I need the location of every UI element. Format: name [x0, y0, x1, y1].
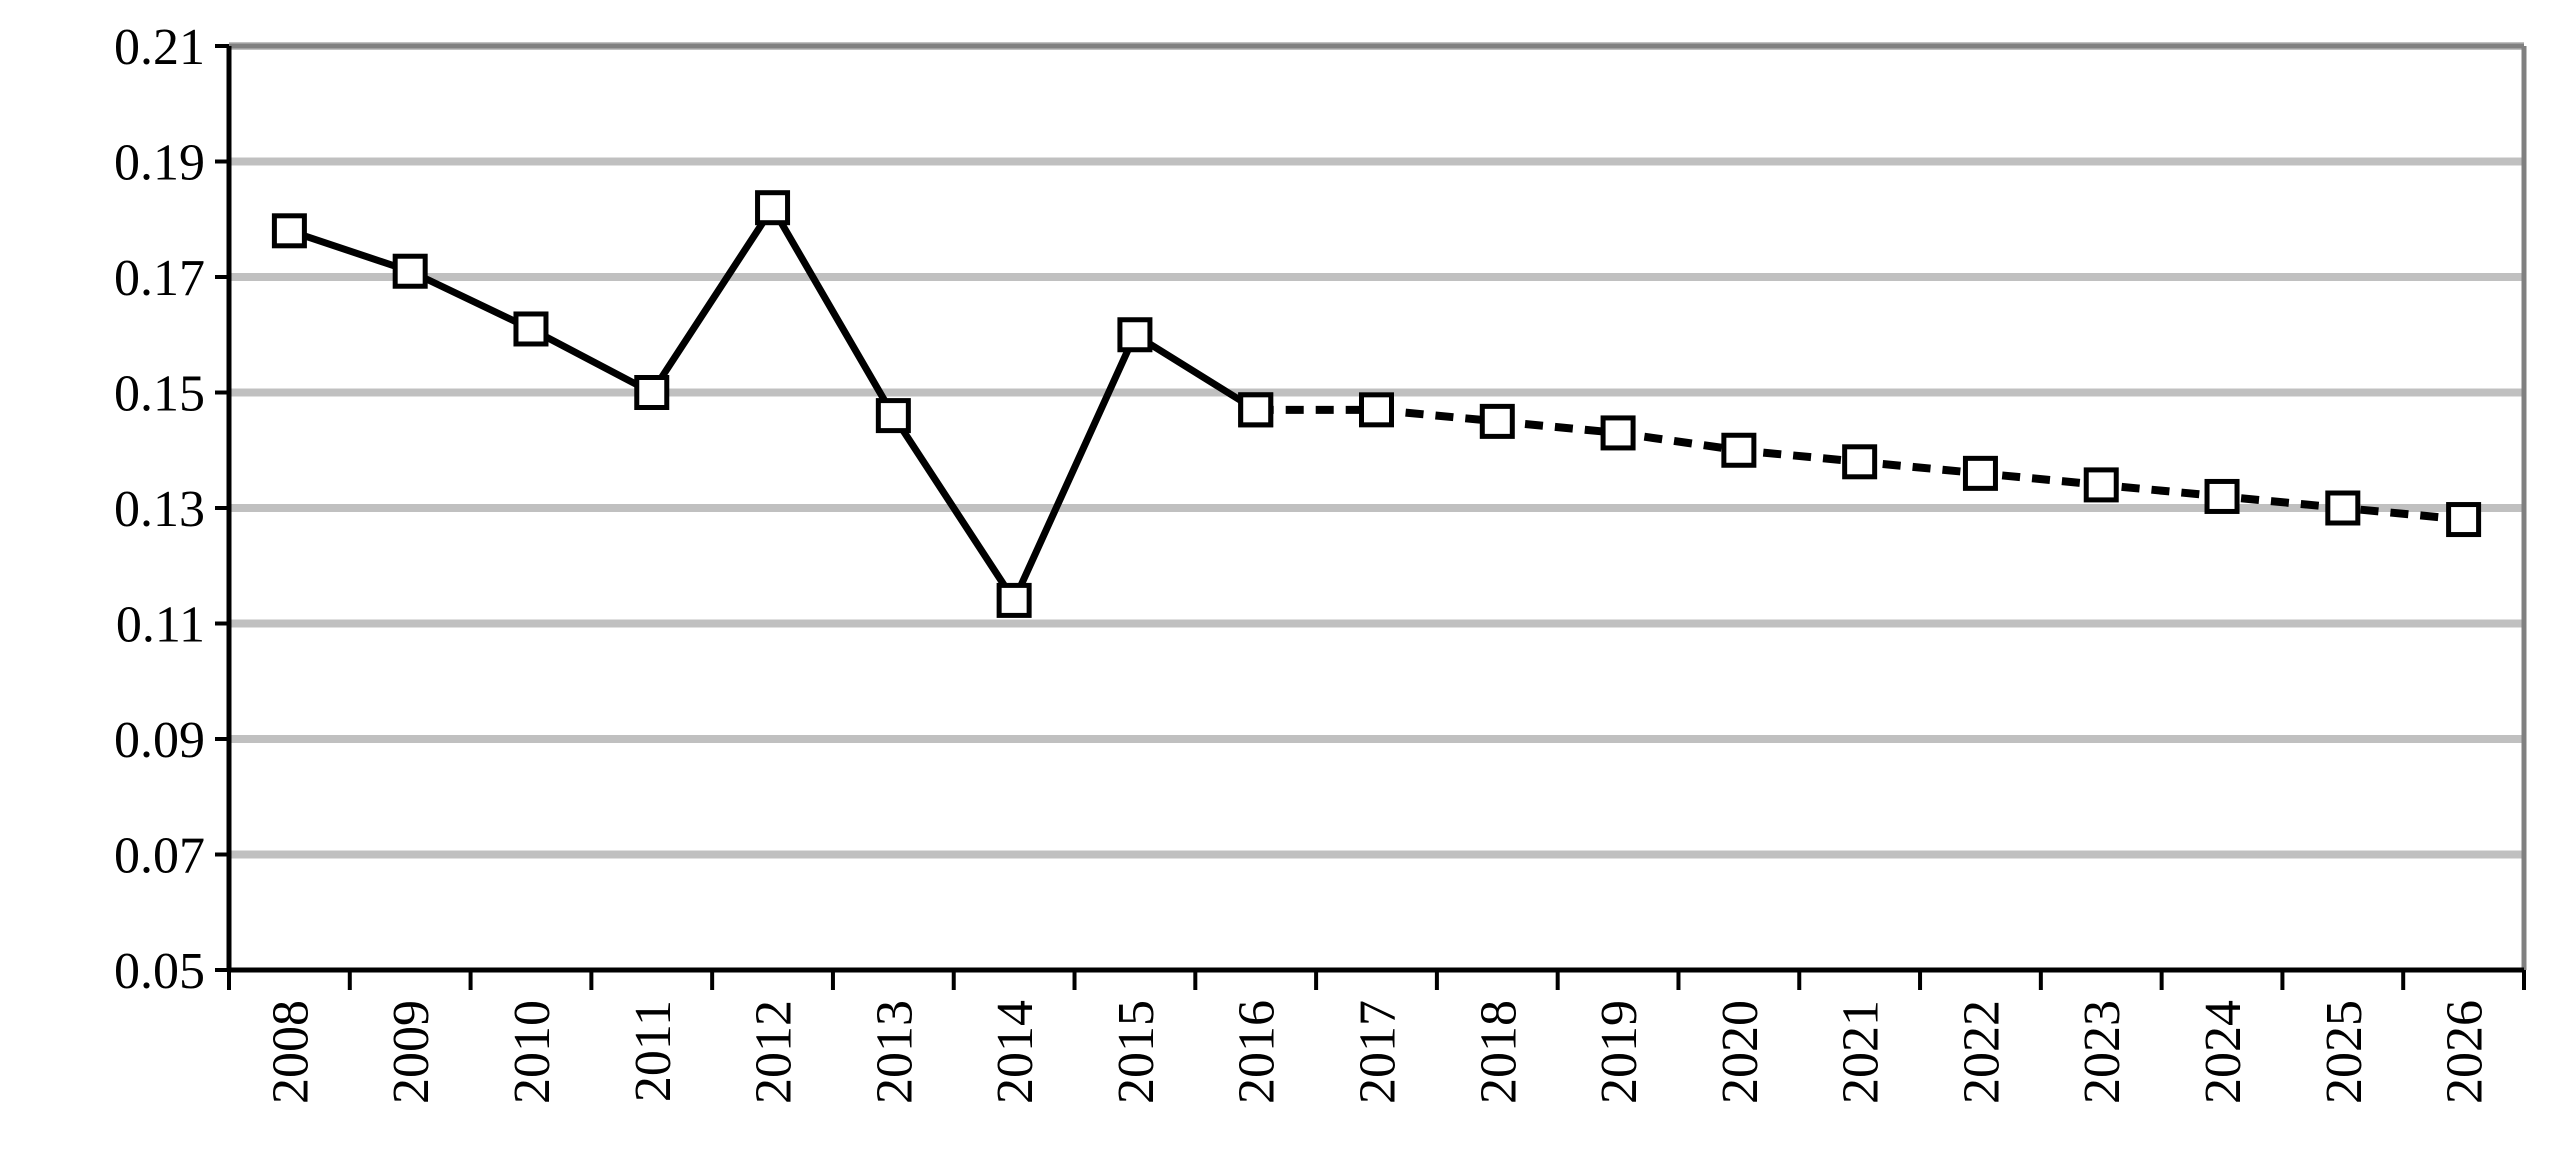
y-tick-label: 0.17 — [114, 250, 205, 307]
point-marker — [1721, 432, 1757, 468]
point-marker — [755, 190, 791, 226]
y-tick-label: 0.21 — [114, 19, 205, 76]
point-marker — [2204, 478, 2240, 514]
x-tick-label: 2020 — [1712, 1000, 1769, 1104]
x-tick-label: 2009 — [383, 1000, 440, 1104]
x-tick-label: 2021 — [1833, 1000, 1890, 1104]
point-marker — [1238, 392, 1274, 428]
point-marker — [2083, 467, 2119, 503]
y-tick-label: 0.09 — [114, 712, 205, 769]
y-tick-label: 0.05 — [114, 943, 205, 1000]
y-tick-label: 0.07 — [114, 828, 205, 885]
point-marker — [996, 582, 1032, 618]
y-tick-label: 0.11 — [116, 597, 205, 654]
point-marker — [1117, 317, 1153, 353]
x-tick-label: 2012 — [746, 1000, 803, 1104]
x-tick-label: 2013 — [866, 1000, 923, 1104]
point-marker — [513, 311, 549, 347]
x-tick-label: 2008 — [262, 1000, 319, 1104]
point-marker — [392, 253, 428, 289]
point-marker — [1479, 403, 1515, 439]
x-tick-label: 2010 — [504, 1000, 561, 1104]
point-marker — [271, 213, 307, 249]
point-marker — [1600, 415, 1636, 451]
point-marker — [2446, 502, 2482, 538]
x-tick-label: 2022 — [1953, 1000, 2010, 1104]
point-marker — [1842, 444, 1878, 480]
x-tick-label: 2024 — [2195, 1000, 2252, 1104]
line-series — [288, 204, 1258, 604]
x-tick-label: 2026 — [2437, 1000, 2494, 1104]
x-tick-label: 2019 — [1591, 1000, 1648, 1104]
x-tick-label: 2016 — [1229, 1000, 1286, 1104]
x-tick-label: 2025 — [2316, 1000, 2373, 1104]
x-tick-label: 2018 — [1470, 1000, 1527, 1104]
point-marker — [1359, 392, 1394, 428]
y-tick-label: 0.15 — [114, 366, 205, 423]
x-tick-label: 2015 — [1108, 1000, 1165, 1104]
point-marker — [2325, 490, 2361, 526]
x-tick-label: 2017 — [1350, 1000, 1407, 1104]
point-marker — [1962, 455, 1998, 491]
y-tick-label: 0.19 — [114, 135, 205, 192]
x-tick-label: 2023 — [2074, 1000, 2131, 1104]
point-marker — [634, 375, 670, 410]
x-tick-label: 2011 — [625, 1000, 682, 1102]
y-tick-label: 0.13 — [114, 481, 205, 538]
x-tick-label: 2014 — [987, 1000, 1044, 1104]
point-marker — [875, 398, 911, 434]
